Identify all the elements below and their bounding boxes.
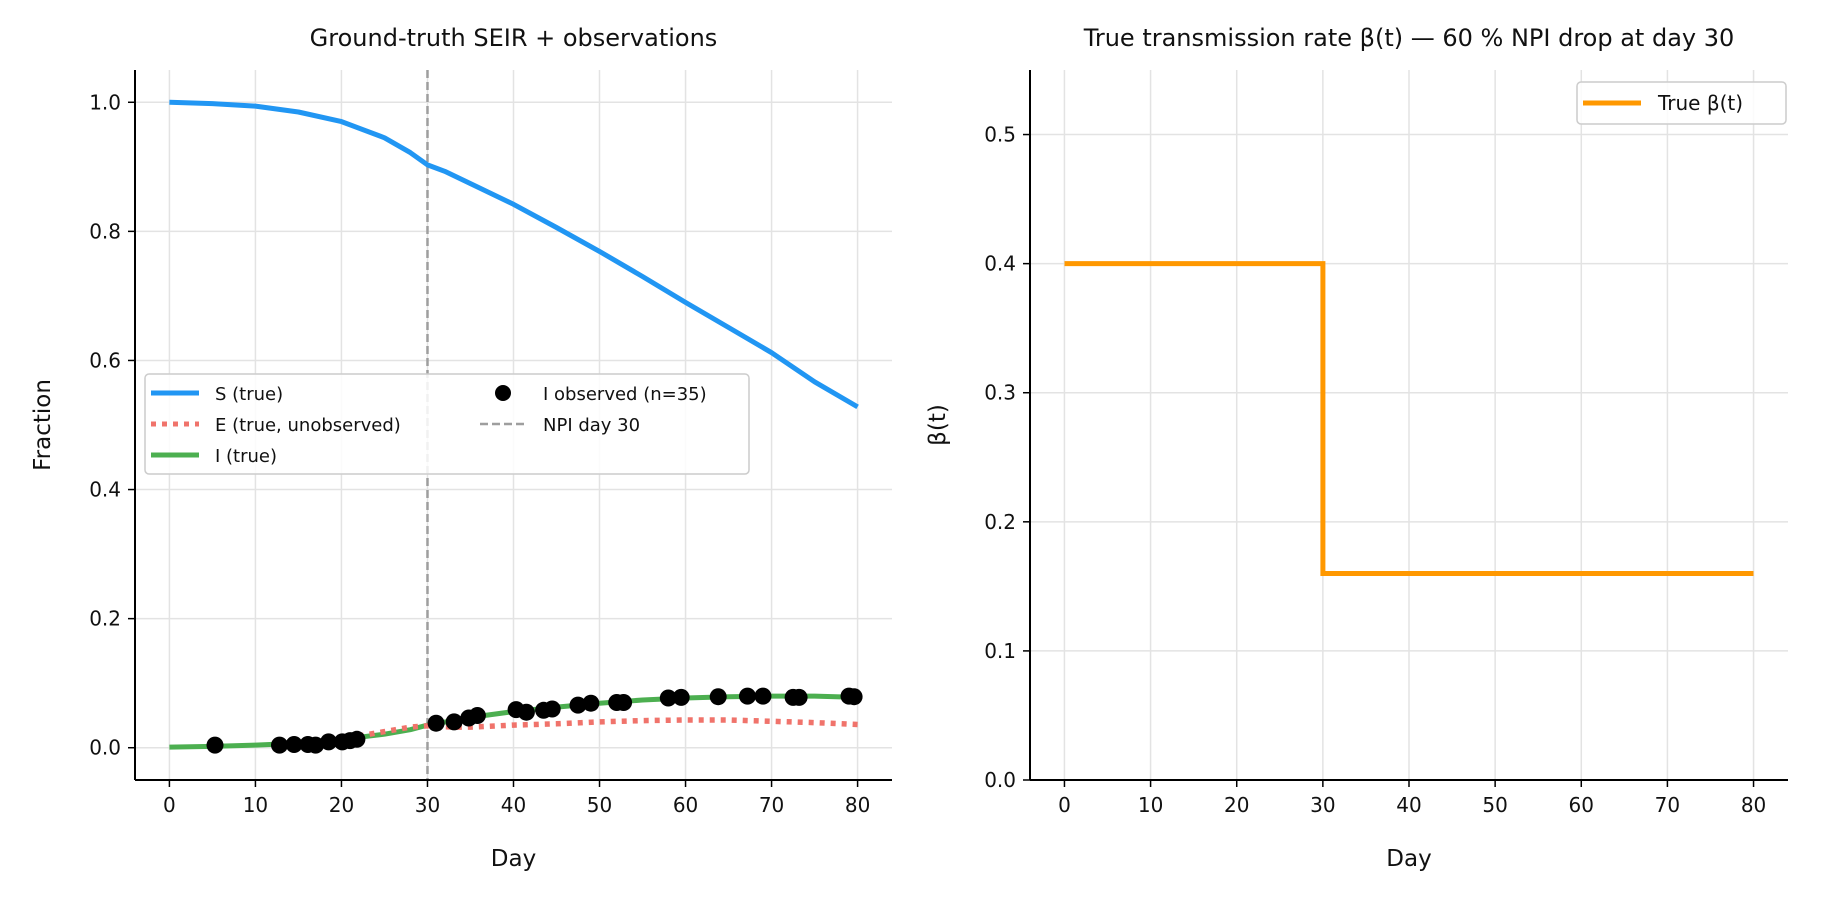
beta-chart-title: True transmission rate β(t) — 60 % NPI d… xyxy=(1083,24,1735,52)
seir-y-tick-label: 0.2 xyxy=(89,607,121,631)
beta-y-tick-label: 0.3 xyxy=(984,381,1016,405)
beta-y-axis-label: β(t) xyxy=(925,404,951,446)
beta-legend: True β(t) xyxy=(1576,81,1787,125)
seir-x-tick-label: 0 xyxy=(163,793,176,817)
observed-point xyxy=(285,736,303,753)
e-true-line xyxy=(358,717,858,739)
observed-point xyxy=(659,689,677,707)
beta-y-tick-label: 0.4 xyxy=(984,252,1016,276)
seir-x-tick-label: 80 xyxy=(845,793,870,817)
beta-ticks: 0 10 20 30 40 50 60 70 80 0.0 0.1 0.2 0.3 0.4 0.5 xyxy=(984,123,1766,817)
seir-x-axis-label: Day xyxy=(491,846,536,872)
beta-y-tick-label: 0.0 xyxy=(984,768,1016,792)
seir-y-tick-label: 0.0 xyxy=(89,736,121,760)
beta-x-tick-label: 40 xyxy=(1396,793,1421,817)
beta-series-layer xyxy=(1064,261,1754,576)
seir-y-tick-label: 0.6 xyxy=(89,348,121,372)
legend-label-e: E (true, unobserved) xyxy=(215,415,401,436)
observed-point xyxy=(754,687,772,705)
observed-point xyxy=(739,687,756,705)
beta-x-tick-label: 10 xyxy=(1138,793,1163,817)
observed-point xyxy=(790,688,808,706)
seir-legend-frame xyxy=(144,373,750,475)
beta-panel: 0 10 20 30 40 50 60 70 80 0.0 0.1 0.2 0.3 0.4 0.5 True… xyxy=(925,24,1788,872)
seir-x-tick-label: 70 xyxy=(759,793,784,817)
beta-x-tick-label: 0 xyxy=(1058,793,1071,817)
seir-x-tick-label: 20 xyxy=(329,793,354,817)
seir-y-axis-label: Fraction xyxy=(30,379,56,471)
legend-label-npi: NPI day 30 xyxy=(543,415,640,436)
legend-swatch-observed xyxy=(495,385,511,401)
observed-point xyxy=(672,688,690,706)
beta-x-tick-label: 30 xyxy=(1310,793,1335,817)
beta-x-tick-label: 60 xyxy=(1569,793,1594,817)
seir-panel: 0 10 20 30 40 50 60 70 80 0.0 0.2 0.4 0.6 0.8 1.0 Grou… xyxy=(30,24,892,872)
beta-y-tick-label: 0.1 xyxy=(984,639,1016,663)
observed-point xyxy=(427,714,445,732)
seir-y-tick-label: 0.4 xyxy=(89,478,121,502)
observed-point xyxy=(569,696,587,714)
observed-point xyxy=(709,688,727,706)
seir-legend: S (true) E (true, unobserved) I (true) I… xyxy=(144,373,750,475)
seir-grid xyxy=(135,70,892,780)
observed-point xyxy=(543,700,561,718)
observed-point xyxy=(445,713,463,731)
observed-point xyxy=(845,688,863,706)
seir-ticks: 0 10 20 30 40 50 60 70 80 0.0 0.2 0.4 0.6 0.8 1.0 xyxy=(89,90,870,817)
seir-x-tick-label: 30 xyxy=(415,793,440,817)
legend-label-i: I (true) xyxy=(215,446,277,467)
seir-chart-title: Ground-truth SEIR + observations xyxy=(310,24,718,52)
beta-y-tick-label: 0.5 xyxy=(984,123,1016,147)
seir-x-tick-label: 50 xyxy=(587,793,612,817)
observed-point xyxy=(348,730,366,748)
observed-point xyxy=(468,707,486,724)
beta-x-tick-label: 80 xyxy=(1741,793,1766,817)
observed-point xyxy=(271,736,288,754)
beta-x-tick-label: 70 xyxy=(1655,793,1680,817)
observed-point xyxy=(206,736,224,754)
beta-x-tick-label: 20 xyxy=(1224,793,1249,817)
s-true-line xyxy=(169,99,859,410)
observed-points-layer xyxy=(206,687,863,754)
beta-legend-frame xyxy=(1576,81,1787,125)
observed-point xyxy=(320,733,338,751)
seir-y-tick-label: 0.8 xyxy=(89,219,121,243)
beta-y-tick-label: 0.2 xyxy=(984,510,1016,534)
seir-x-tick-label: 10 xyxy=(243,793,268,817)
legend-label-s: S (true) xyxy=(215,384,283,405)
legend-label-beta: True β(t) xyxy=(1657,91,1743,115)
seir-y-tick-label: 1.0 xyxy=(89,90,121,114)
beta-true-line xyxy=(1064,261,1754,576)
observed-point xyxy=(517,703,535,721)
observed-point xyxy=(307,736,325,754)
beta-x-axis-label: Day xyxy=(1386,846,1431,872)
beta-x-tick-label: 50 xyxy=(1482,793,1507,817)
observed-point xyxy=(582,694,600,712)
seir-x-tick-label: 40 xyxy=(501,793,526,817)
legend-label-observed: I observed (n=35) xyxy=(543,384,707,405)
seir-x-tick-label: 60 xyxy=(673,793,698,817)
observed-point xyxy=(615,694,633,711)
